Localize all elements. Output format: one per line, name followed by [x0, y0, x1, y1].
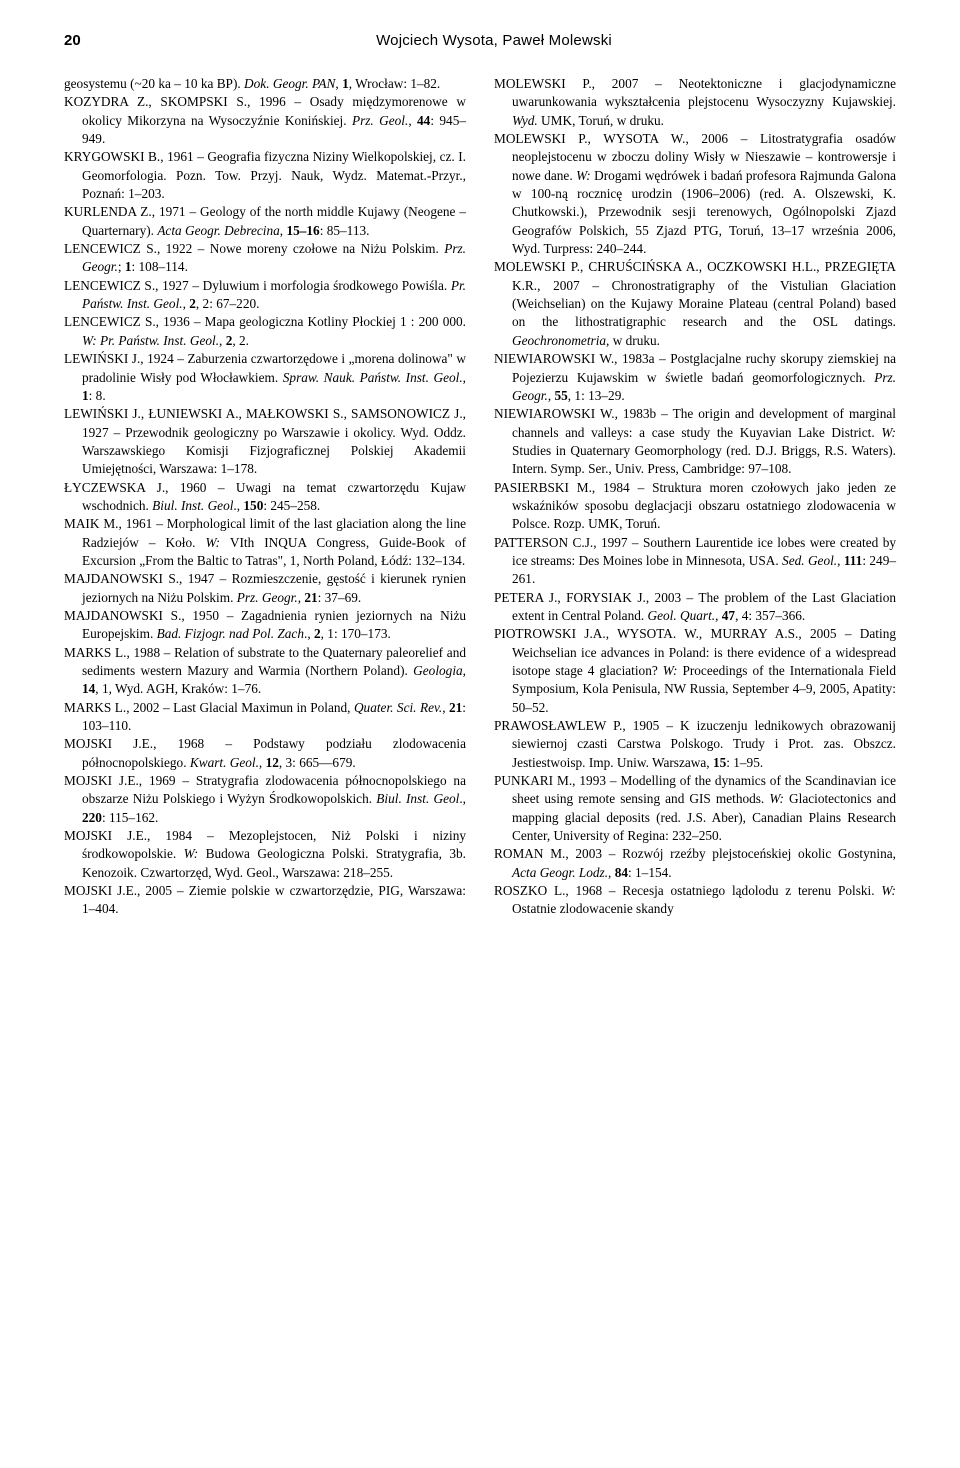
- reference-entry: LEWIŃSKI J., ŁUNIEWSKI A., MAŁKOWSKI S.,…: [64, 405, 466, 478]
- bold-text: 1: [82, 388, 89, 403]
- italic-text: W:: [576, 168, 591, 183]
- bold-text: 220: [82, 810, 102, 825]
- italic-text: Prz. Geogr.: [82, 241, 466, 274]
- reference-entry: MOLEWSKI P., 2007 – Neotektoniczne i gla…: [494, 75, 896, 130]
- reference-entry: MAJDANOWSKI S., 1947 – Rozmieszczenie, g…: [64, 570, 466, 607]
- bold-text: 111: [844, 553, 862, 568]
- bold-text: 1: [342, 76, 349, 91]
- bold-text: 2: [314, 626, 321, 641]
- reference-entry: MOLEWSKI P., CHRUŚCIŃSKA A., OCZKOWSKI H…: [494, 258, 896, 350]
- reference-entry: PIOTROWSKI J.A., WYSOTA. W., MURRAY A.S.…: [494, 625, 896, 717]
- italic-text: Dok. Geogr. PAN: [244, 76, 335, 91]
- italic-text: W:: [663, 663, 678, 678]
- bold-text: 14: [82, 681, 95, 696]
- italic-text: Prz. Geol.: [352, 113, 408, 128]
- italic-text: Sed. Geol.: [782, 553, 837, 568]
- bold-text: 2: [226, 333, 233, 348]
- reference-entry: PUNKARI M., 1993 – Modelling of the dyna…: [494, 772, 896, 845]
- bold-text: 21: [304, 590, 317, 605]
- italic-text: W:: [769, 791, 784, 806]
- references-columns: geosystemu (~20 ka – 10 ka BP). Dok. Geo…: [64, 75, 896, 919]
- italic-text: Kwart. Geol.: [190, 755, 259, 770]
- italic-text: Biul. Inst. Geol: [152, 498, 233, 513]
- italic-text: Geol. Quart.: [648, 608, 716, 623]
- reference-entry: MOJSKI J.E., 2005 – Ziemie polskie w czw…: [64, 882, 466, 919]
- reference-entry: LENCEWICZ S., 1927 – Dyluwium i morfolog…: [64, 277, 466, 314]
- bold-text: 12: [266, 755, 279, 770]
- italic-text: Geochronometria: [512, 333, 606, 348]
- bold-text: 2: [189, 296, 196, 311]
- running-head: Wojciech Wysota, Paweł Molewski: [92, 32, 896, 49]
- italic-text: W: Pr. Państw. Inst. Geol.: [82, 333, 219, 348]
- reference-entry: PETERA J., FORYSIAK J., 2003 – The probl…: [494, 589, 896, 626]
- reference-entry: MAJDANOWSKI S., 1950 – Zagadnienia rynie…: [64, 607, 466, 644]
- reference-entry: MARKS L., 1988 – Relation of substrate t…: [64, 644, 466, 699]
- reference-entry: NIEWIAROWSKI W., 1983b – The origin and …: [494, 405, 896, 478]
- bold-text: 47: [722, 608, 735, 623]
- italic-text: Acta Geogr. Debrecina: [157, 223, 279, 238]
- bold-text: 21: [449, 700, 462, 715]
- reference-entry: PASIERBSKI M., 1984 – Struktura moren cz…: [494, 479, 896, 534]
- reference-entry: PATTERSON C.J., 1997 – Southern Laurenti…: [494, 534, 896, 589]
- italic-text: W:: [881, 425, 896, 440]
- reference-entry: LEWIŃSKI J., 1924 – Zaburzenia czwartorz…: [64, 350, 466, 405]
- bold-text: 15: [713, 755, 726, 770]
- bold-text: 84: [615, 865, 628, 880]
- reference-entry: MOLEWSKI P., WYSOTA W., 2006 – Litostrat…: [494, 130, 896, 258]
- italic-text: Spraw. Nauk. Państw. Inst. Geol.: [283, 370, 463, 385]
- page-header: 20 Wojciech Wysota, Paweł Molewski: [64, 32, 896, 49]
- page-number: 20: [64, 32, 92, 49]
- italic-text: W:: [881, 883, 896, 898]
- reference-entry: LENCEWICZ S., 1936 – Mapa geologiczna Ko…: [64, 313, 466, 350]
- reference-entry: MOJSKI J.E., 1968 – Podstawy podziału zl…: [64, 735, 466, 772]
- reference-entry: MOJSKI J.E., 1984 – Mezoplejstocen, Niż …: [64, 827, 466, 882]
- bold-text: 55: [554, 388, 567, 403]
- italic-text: W:: [205, 535, 220, 550]
- reference-entry: KRYGOWSKI B., 1961 – Geografia fizyczna …: [64, 148, 466, 203]
- italic-text: W:: [184, 846, 199, 861]
- bold-text: 44: [417, 113, 430, 128]
- reference-entry: ROSZKO L., 1968 – Recesja ostatniego ląd…: [494, 882, 896, 919]
- reference-entry: LENCEWICZ S., 1922 – Nowe moreny czołowe…: [64, 240, 466, 277]
- italic-text: Wyd.: [512, 113, 538, 128]
- reference-entry: MAIK M., 1961 – Morphological limit of t…: [64, 515, 466, 570]
- reference-entry: PRAWOSŁAWLEW P., 1905 – K izuczenju ledn…: [494, 717, 896, 772]
- reference-entry: MOJSKI J.E., 1969 – Stratygrafia zlodowa…: [64, 772, 466, 827]
- reference-entry: KURLENDA Z., 1971 – Geology of the north…: [64, 203, 466, 240]
- italic-text: Prz. Geogr.: [237, 590, 298, 605]
- italic-text: Pr. Państw. Inst. Geol.: [82, 278, 466, 311]
- italic-text: Bad. Fizjogr. nad Pol. Zach: [157, 626, 304, 641]
- italic-text: Prz. Geogr.: [512, 370, 896, 403]
- bold-text: 150: [243, 498, 263, 513]
- bold-text: 15–16: [286, 223, 319, 238]
- reference-entry: geosystemu (~20 ka – 10 ka BP). Dok. Geo…: [64, 75, 466, 93]
- italic-text: Acta Geogr. Lodz.: [512, 865, 608, 880]
- reference-entry: ŁYCZEWSKA J., 1960 – Uwagi na temat czwa…: [64, 479, 466, 516]
- reference-entry: MARKS L., 2002 – Last Glacial Maximun in…: [64, 699, 466, 736]
- bold-text: 1: [125, 259, 132, 274]
- italic-text: Geologia: [413, 663, 463, 678]
- reference-entry: NIEWIAROWSKI W., 1983a – Postglacjalne r…: [494, 350, 896, 405]
- reference-entry: KOZYDRA Z., SKOMPSKI S., 1996 – Osady mi…: [64, 93, 466, 148]
- italic-text: Quater. Sci. Rev.: [354, 700, 442, 715]
- reference-entry: ROMAN M., 2003 – Rozwój rzeźby plejstoce…: [494, 845, 896, 882]
- italic-text: Biul. Inst. Geol: [376, 791, 459, 806]
